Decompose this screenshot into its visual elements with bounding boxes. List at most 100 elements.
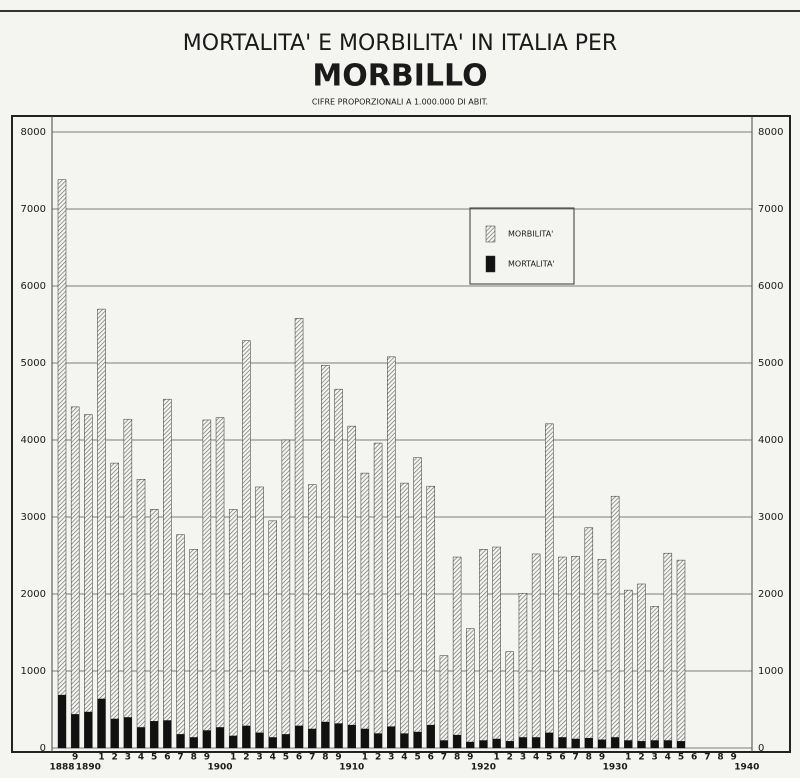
bar: [294, 318, 304, 749]
x-tick-label: 1940: [734, 763, 759, 773]
y-tick-label: 8000: [21, 127, 46, 138]
chart-note: CIFRE PROPORZIONALI A 1.000.000 DI ABIT.: [312, 98, 488, 107]
x-tick-label: 6: [691, 753, 697, 763]
x-tick-label: 7: [309, 753, 315, 763]
bar: [426, 485, 436, 749]
bar: [347, 724, 356, 748]
bar: [360, 728, 369, 748]
y-tick-label: 5000: [21, 358, 46, 369]
bar: [492, 546, 501, 749]
bar: [387, 356, 396, 749]
bar: [295, 725, 304, 748]
x-tick-label: 2: [507, 753, 513, 763]
bar: [663, 552, 673, 749]
x-tick-label: 1900: [208, 763, 233, 773]
y2-tick-label: 7000: [758, 204, 783, 215]
chart-subtitle: MORBILLO: [312, 59, 487, 94]
x-tick-label: 1: [98, 753, 104, 763]
bar: [505, 741, 514, 748]
bar: [545, 732, 554, 748]
bar: [229, 735, 238, 748]
bar: [453, 734, 462, 748]
bar: [110, 462, 119, 749]
bar: [189, 549, 198, 749]
x-tick-label: 5: [546, 753, 552, 763]
y-tick-label: 2000: [21, 589, 46, 600]
bar: [558, 737, 567, 748]
y2-tick-label: 1000: [758, 666, 783, 677]
bar: [610, 495, 620, 749]
y-tick-label: 3000: [21, 512, 46, 523]
bar: [97, 698, 106, 748]
bar: [255, 732, 264, 748]
bar: [360, 472, 370, 749]
bar: [307, 484, 317, 749]
x-tick-label: 9: [599, 753, 605, 763]
x-tick-label: 9: [467, 753, 473, 763]
bar: [242, 725, 251, 748]
bar: [255, 486, 264, 749]
bar: [110, 718, 119, 748]
bar: [321, 721, 330, 748]
x-tick-label: 7: [704, 753, 710, 763]
bar: [426, 724, 435, 748]
x-tick-label: 4: [533, 753, 539, 763]
x-tick-label: 1888: [49, 763, 74, 773]
bar: [268, 737, 277, 748]
x-tick-label: 4: [401, 753, 407, 763]
x-tick-label: 2: [112, 753, 118, 763]
x-tick-label: 5: [283, 753, 289, 763]
x-tick-label: 1: [230, 753, 236, 763]
x-tick-label: 7: [572, 753, 578, 763]
bar: [189, 737, 198, 748]
bar: [663, 740, 672, 748]
bar: [413, 731, 422, 748]
legend-swatch: [485, 225, 496, 243]
bar: [281, 439, 291, 749]
bar: [216, 727, 225, 748]
bar: [584, 527, 594, 749]
bar: [387, 726, 396, 748]
x-tick-label: 8: [191, 753, 197, 763]
bar: [532, 737, 541, 748]
x-tick-label: 5: [414, 753, 420, 763]
x-tick-label: 6: [296, 753, 302, 763]
x-tick-label: 9: [335, 753, 341, 763]
y-tick-label: 4000: [21, 435, 46, 446]
y2-tick-label: 4000: [758, 435, 783, 446]
frame: [11, 115, 791, 753]
bar: [558, 556, 567, 749]
legend-label: MORTALITA': [508, 260, 555, 269]
x-tick-label: 1930: [603, 763, 628, 773]
bar: [202, 419, 212, 749]
bar: [374, 733, 383, 748]
x-tick-label: 6: [559, 753, 565, 763]
x-tick-label: 3: [520, 753, 526, 763]
x-tick-label: 1920: [471, 763, 496, 773]
bar: [136, 479, 146, 749]
y2-tick-label: 6000: [758, 281, 783, 292]
bar: [373, 442, 383, 749]
y-tick-label: 1000: [21, 666, 46, 677]
bar: [334, 388, 343, 749]
bar: [676, 741, 685, 748]
bar: [650, 740, 659, 748]
bar: [466, 628, 475, 749]
bar: [215, 417, 225, 749]
x-tick-label: 1890: [76, 763, 101, 773]
y-tick-label: 7000: [21, 204, 46, 215]
bar: [571, 738, 580, 748]
bar: [308, 728, 317, 748]
bar: [163, 398, 172, 749]
y2-tick-label: 3000: [758, 512, 783, 523]
bar: [400, 482, 409, 749]
x-tick-label: 2: [638, 753, 644, 763]
x-tick-label: 8: [322, 753, 328, 763]
x-tick-label: 3: [256, 753, 262, 763]
bar: [176, 534, 185, 749]
legend-swatch: [485, 255, 496, 273]
legend-box: [469, 207, 575, 285]
x-tick-label: 4: [665, 753, 671, 763]
x-tick-label: 4: [138, 753, 144, 763]
